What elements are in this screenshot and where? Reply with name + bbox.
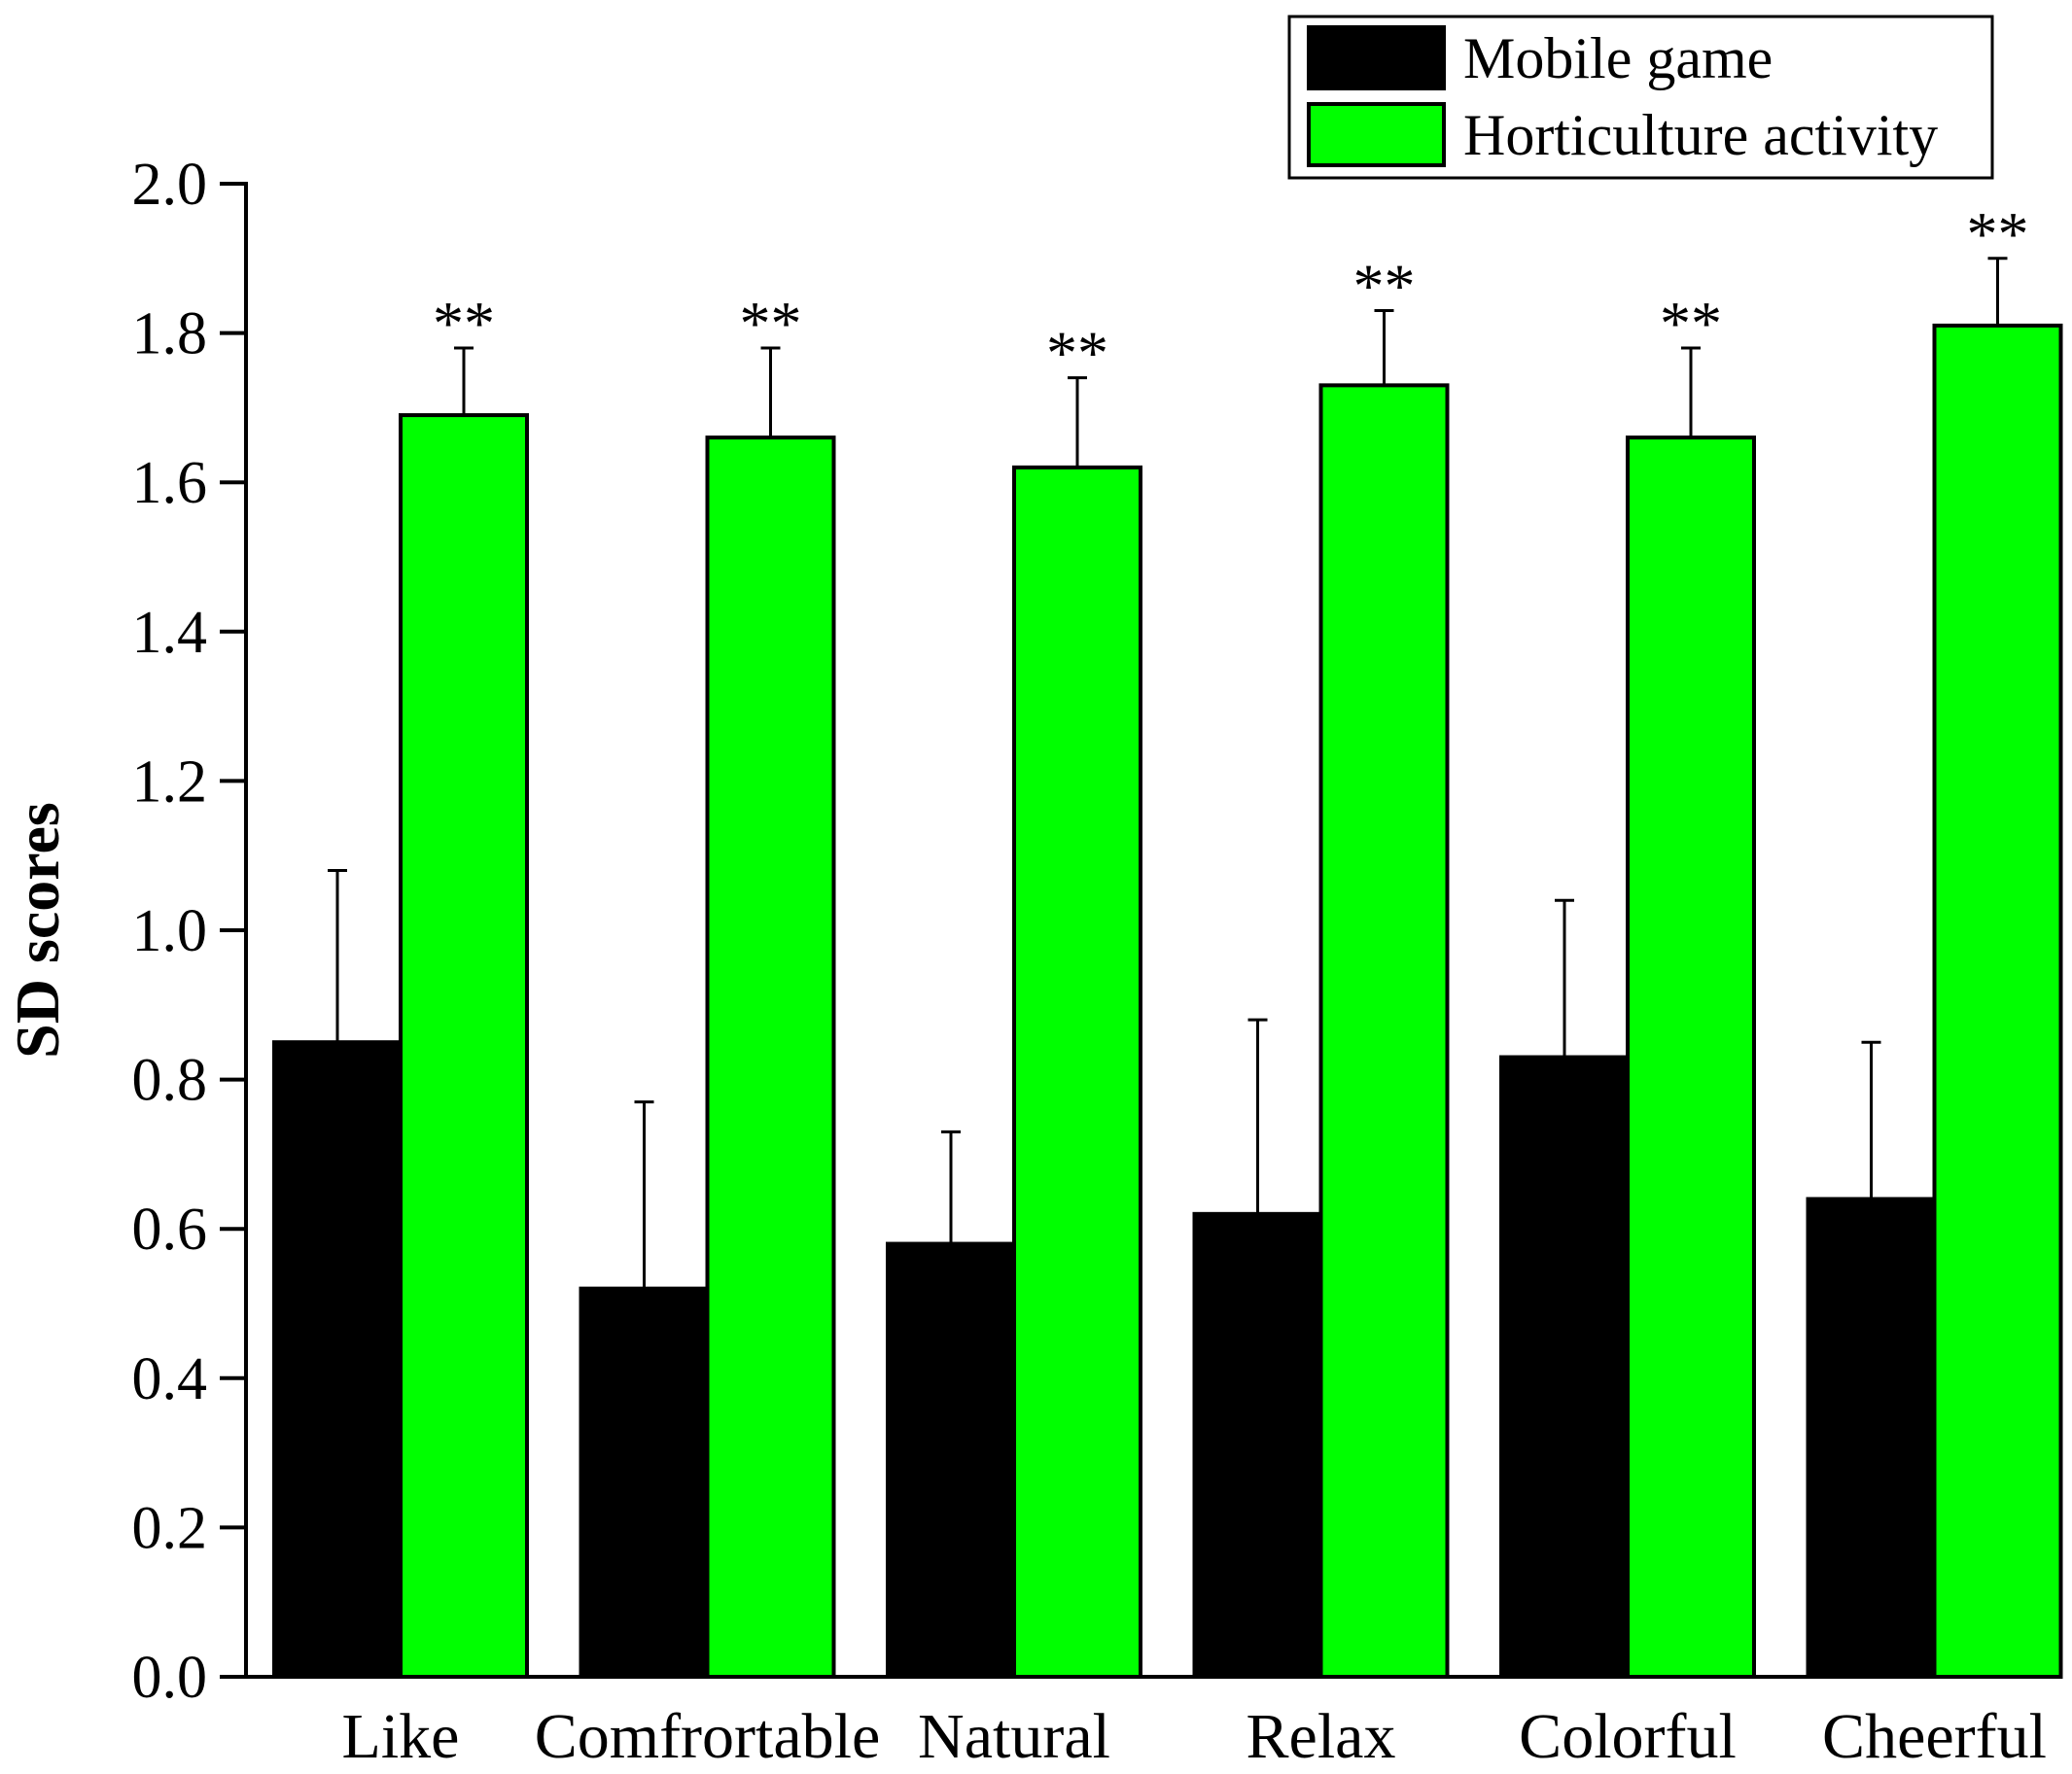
significance-label: **	[1660, 289, 1722, 358]
bar-horticulture-3	[1318, 383, 1450, 1679]
x-tick-label: Colorful	[1519, 1701, 1737, 1769]
y-tick-label: 2.0	[132, 152, 208, 218]
y-tick-label: 0.0	[132, 1645, 208, 1711]
significance-label: **	[433, 289, 495, 358]
bar-mobile-game-5	[1806, 1197, 1937, 1679]
bar-mobile-game-4	[1499, 1055, 1630, 1680]
bar-mobile-game-3	[1192, 1211, 1323, 1679]
bar-mobile-game-1	[579, 1286, 710, 1679]
bar-horticulture-2	[1012, 465, 1142, 1680]
significance-label: **	[1967, 199, 2029, 268]
y-tick-label: 1.2	[132, 748, 208, 815]
x-tick-label: Relax	[1247, 1701, 1396, 1769]
plot-area: ** ** ** ** ** **	[272, 199, 2063, 1680]
y-tick-label: 0.2	[132, 1495, 208, 1561]
y-tick-label: 0.6	[132, 1197, 208, 1263]
legend: Mobile game Horticulture activity	[1287, 15, 1994, 180]
x-tick-label: Like	[342, 1701, 460, 1769]
significance-label: **	[1353, 252, 1416, 321]
y-tick-label: 1.8	[132, 301, 208, 367]
legend-swatch-0	[1307, 25, 1446, 90]
y-tick-label: 0.8	[132, 1048, 208, 1114]
legend-label-0: Mobile game	[1463, 26, 1773, 90]
bar-mobile-game-0	[272, 1040, 403, 1679]
axes: Like Comfrortable Natural Relax Colorful Chee…	[3, 152, 2061, 1772]
significance-label: **	[1046, 319, 1108, 388]
y-tick-label: 1.4	[132, 600, 208, 666]
x-tick-label: Cheerful	[1822, 1701, 2047, 1769]
x-tick-label: Comfrortable	[535, 1701, 881, 1769]
bar-horticulture-4	[1626, 435, 1756, 1679]
y-tick-label: 0.4	[132, 1346, 208, 1412]
y-axis-title: SD scores	[3, 802, 72, 1059]
bar-horticulture-1	[705, 435, 836, 1679]
bar-horticulture-0	[399, 413, 529, 1680]
legend-swatch-1	[1307, 102, 1446, 167]
x-tick-label: Natural	[918, 1701, 1110, 1769]
bar-mobile-game-2	[886, 1241, 1016, 1680]
y-tick-label: 1.6	[132, 450, 208, 516]
legend-label-1: Horticulture activity	[1463, 103, 1938, 167]
y-tick-label: 1.0	[132, 898, 208, 964]
significance-label: **	[740, 289, 802, 358]
bar-horticulture-5	[1932, 323, 2063, 1679]
